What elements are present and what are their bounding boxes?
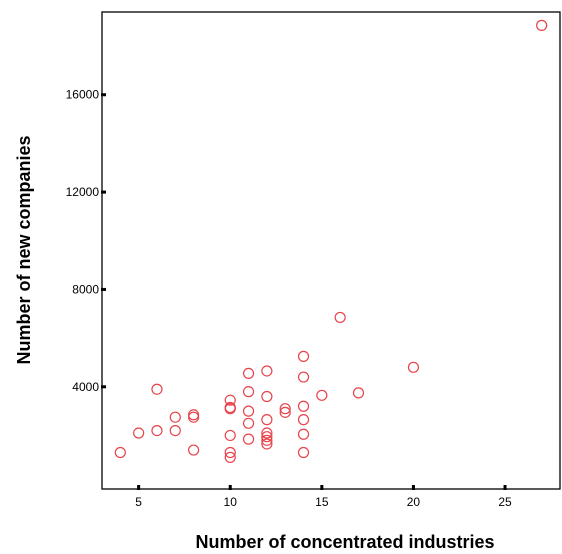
data-point	[151, 383, 163, 395]
data-point	[224, 446, 236, 459]
data-point	[352, 387, 365, 399]
data-point	[261, 431, 273, 443]
plot-area-frame	[101, 11, 561, 490]
data-point	[169, 424, 181, 437]
y-tick-label: 12000	[66, 185, 100, 199]
data-point	[169, 411, 181, 423]
data-point	[224, 401, 236, 414]
data-point	[224, 429, 236, 442]
data-point	[297, 350, 310, 362]
y-tick-label: 8000	[72, 282, 99, 296]
data-point	[151, 424, 163, 437]
data-point	[279, 406, 291, 418]
data-points	[114, 19, 548, 463]
data-point	[261, 438, 273, 450]
y-axis: 4000 8000 12000 16000	[66, 88, 106, 394]
x-tick-label: 10	[224, 495, 238, 509]
data-point	[279, 403, 291, 415]
data-point	[536, 19, 548, 31]
x-tick-label: 20	[407, 495, 421, 509]
data-point	[297, 400, 310, 412]
x-tick-label: 15	[315, 495, 329, 509]
x-axis-title: Number of concentrated industries	[195, 532, 494, 552]
data-point	[242, 405, 255, 417]
data-point	[261, 390, 273, 403]
y-tick-label: 16000	[66, 88, 100, 102]
data-point	[188, 409, 200, 421]
data-point	[242, 433, 255, 445]
data-point	[242, 417, 255, 429]
data-point	[261, 414, 273, 426]
y-tick-label: 4000	[72, 380, 99, 394]
data-point	[242, 386, 255, 398]
data-point	[188, 444, 200, 456]
data-point	[316, 389, 328, 401]
data-point	[297, 414, 310, 426]
y-axis-title: Number of new companies	[14, 135, 34, 364]
x-tick-label: 5	[135, 495, 142, 509]
data-point	[261, 434, 273, 446]
data-point	[297, 428, 310, 440]
data-point	[114, 446, 126, 459]
data-point	[407, 361, 420, 373]
data-point	[242, 367, 255, 380]
data-point	[133, 427, 145, 439]
data-point	[188, 411, 200, 423]
data-point	[224, 394, 236, 406]
data-point	[224, 451, 236, 463]
data-point	[261, 365, 273, 377]
data-point	[334, 311, 346, 324]
x-axis: 5 10 15 20 25	[135, 485, 512, 509]
x-tick-label: 25	[498, 495, 512, 509]
data-point	[261, 427, 273, 439]
data-point	[297, 446, 310, 459]
data-point	[297, 371, 310, 383]
